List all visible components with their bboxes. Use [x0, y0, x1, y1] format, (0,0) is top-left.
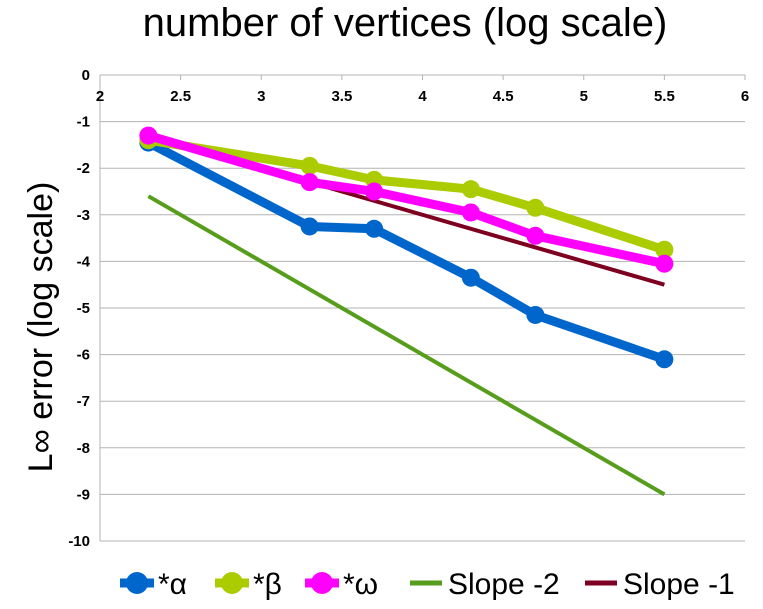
y-tick-label: -3 [77, 207, 90, 224]
x-tick-label: 3.5 [331, 88, 352, 105]
legend-label: *β [253, 568, 282, 601]
data-point [461, 203, 480, 222]
legend-swatch-marker [221, 572, 243, 594]
y-tick-label: -10 [68, 533, 90, 550]
series-lines [139, 126, 674, 497]
y-tick-label: -8 [77, 440, 90, 457]
data-point [300, 156, 319, 175]
y-axis-label: L∞ error (log scale) [22, 182, 60, 473]
series-line-0 [146, 138, 666, 364]
data-point [655, 240, 674, 259]
y-tick-label: -6 [77, 347, 90, 364]
legend-item: *α [120, 568, 187, 601]
data-point [461, 180, 480, 199]
y-tick-label: -5 [77, 300, 90, 317]
x-tick-label: 3 [257, 88, 265, 105]
legend-label: Slope -1 [623, 568, 735, 601]
series-line-3 [147, 194, 666, 497]
data-point [526, 305, 545, 324]
data-point [461, 268, 480, 287]
grid [99, 74, 746, 542]
data-point [365, 219, 384, 238]
data-point [526, 226, 545, 245]
data-point [526, 198, 545, 217]
series-line-2 [147, 131, 666, 269]
legend-item: Slope -2 [410, 568, 560, 601]
chart-title: number of vertices (log scale) [143, 1, 668, 45]
series-line-1 [147, 135, 666, 255]
data-point [300, 173, 319, 192]
legend-item: *ω [305, 568, 378, 601]
y-tick-label: -4 [77, 253, 91, 270]
legend-label: Slope -2 [448, 568, 560, 601]
legend-item: Slope -1 [585, 568, 735, 601]
legend: *α *β *ω Slope -2 Slope -1 [120, 568, 735, 601]
y-tick-label: -9 [77, 486, 90, 503]
legend-swatch-marker [126, 572, 148, 594]
x-tick-label: 4 [418, 88, 427, 105]
x-tick-label: 2 [96, 88, 104, 105]
x-tick-label: 4.5 [493, 88, 514, 105]
legend-swatch-marker [311, 572, 333, 594]
x-tick-label: 5.5 [654, 88, 675, 105]
data-point [655, 254, 674, 273]
x-tick-label: 5 [580, 88, 588, 105]
legend-label: *α [158, 568, 187, 601]
y-tick-labels: 0 -1 -2 -3 -4 -5 -6 -7 -8 -9 -10 [68, 67, 90, 550]
data-point [365, 182, 384, 201]
y-tick-label: -7 [77, 393, 90, 410]
legend-item: *β [215, 568, 282, 601]
y-tick-label: -1 [77, 114, 90, 131]
x-tick-label: 6 [741, 88, 749, 105]
x-tick-label: 2.5 [170, 88, 191, 105]
data-point [655, 350, 674, 369]
x-tick-labels: 2 2.5 3 3.5 4 4.5 5 5.5 6 [96, 88, 749, 105]
legend-label: *ω [343, 568, 378, 601]
y-tick-label: 0 [82, 67, 90, 84]
data-point [139, 126, 158, 145]
data-point [300, 217, 319, 236]
y-tick-label: -2 [77, 160, 90, 177]
